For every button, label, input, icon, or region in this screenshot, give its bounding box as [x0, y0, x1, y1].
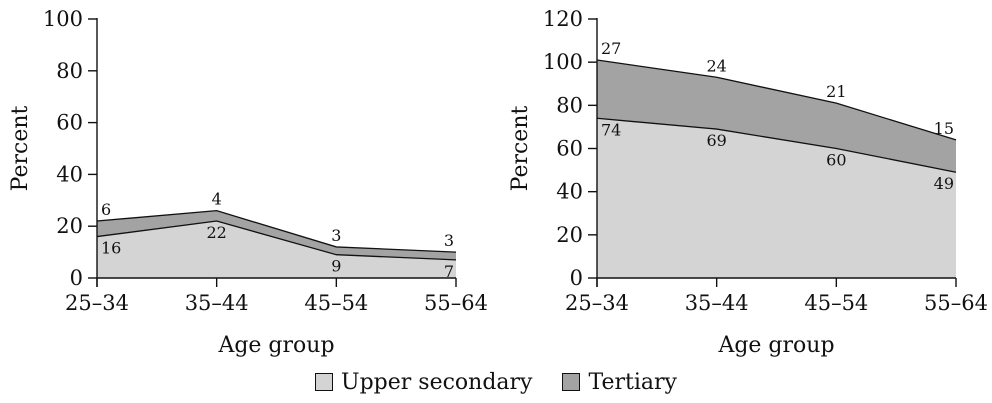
chart-1-y-axis-title: Percent	[8, 105, 33, 191]
chart-2-line-tertiary	[596, 59, 957, 141]
chart-2-data-label-tertiary: 21	[826, 82, 846, 101]
chart-2-y-tick-label: 0	[570, 266, 583, 290]
chart-2-x-tick-label: 45–54	[804, 291, 868, 315]
chart-2-x-tick-label: 25–34	[565, 291, 629, 315]
chart-1-data-label-upper-secondary: 22	[206, 223, 226, 242]
chart-2-y-axis-title: Percent	[508, 105, 533, 191]
chart-1-y-tick-label: 40	[56, 162, 83, 186]
chart-2-y-tick-label: 80	[556, 93, 583, 117]
chart-1-data-label-upper-secondary: 7	[444, 262, 454, 281]
legend-label-tertiary: Tertiary	[588, 369, 677, 395]
legend-item-tertiary: Tertiary	[562, 369, 677, 395]
chart-1-y-tick-label: 80	[56, 59, 83, 83]
chart-2-x-tick-label: 55–64	[924, 291, 988, 315]
chart-2-line-upper-secondary	[596, 117, 957, 173]
chart-1-data-label-tertiary: 6	[101, 200, 111, 219]
legend: Upper secondary Tertiary	[0, 364, 992, 400]
chart-2-data-label-upper-secondary: 60	[826, 151, 846, 170]
chart-2-y-tick-label: 100	[543, 50, 583, 74]
legend-item-upper-secondary: Upper secondary	[315, 370, 532, 395]
chart-2-area-upper-secondary	[597, 118, 956, 279]
chart-1-x-axis-title: Age group	[217, 333, 334, 358]
chart-1-x-tick-label: 45–54	[304, 291, 368, 315]
chart-1-data-label-tertiary: 3	[331, 226, 341, 245]
chart-1-y-tick-label: 60	[56, 111, 83, 135]
chart-1-line-tertiary	[96, 210, 457, 253]
chart-1-y-tick-label: 100	[43, 7, 83, 31]
chart-1-area-upper-secondary	[97, 221, 456, 278]
chart-1-area-tertiary	[97, 210, 456, 260]
chart-2-area-tertiary	[597, 60, 956, 173]
chart-1-line-upper-secondary	[96, 220, 457, 261]
chart-2-x-tick-label: 35–44	[685, 291, 749, 315]
chart-1-y-tick-label: 20	[56, 214, 83, 238]
chart-1-x-tick-label: 35–44	[185, 291, 249, 315]
chart-2-y-tick-label: 20	[556, 223, 583, 247]
chart-1-data-label-upper-secondary: 9	[331, 257, 341, 276]
chart-1-x-tick-label: 55–64	[424, 291, 488, 315]
chart-1-y-tick-label: 0	[70, 266, 83, 290]
chart-2-data-label-upper-secondary: 74	[601, 120, 621, 139]
chart-1-data-label-tertiary: 4	[212, 190, 222, 209]
chart-2-data-label-tertiary: 24	[706, 56, 726, 75]
chart-2-data-label-upper-secondary: 49	[934, 174, 954, 193]
legend-label-upper-secondary: Upper secondary	[341, 369, 533, 395]
legend-swatch-tertiary	[562, 373, 581, 391]
chart-2-data-label-tertiary: 27	[601, 39, 621, 58]
chart-2-y-tick-label: 60	[556, 137, 583, 161]
chart-1-data-label-tertiary: 3	[444, 231, 454, 250]
chart-2-y-tick-label: 40	[556, 180, 583, 204]
chart-1-data-label-upper-secondary: 16	[101, 239, 121, 258]
chart-2-data-label-upper-secondary: 69	[706, 131, 726, 150]
chart-2-x-axis-title: Age group	[717, 333, 834, 358]
chart-1-x-tick-label: 25–34	[65, 291, 129, 315]
chart-2-y-tick-label: 120	[543, 7, 583, 31]
chart-2-data-label-tertiary: 15	[934, 119, 954, 138]
legend-swatch-upper-secondary	[315, 373, 334, 391]
